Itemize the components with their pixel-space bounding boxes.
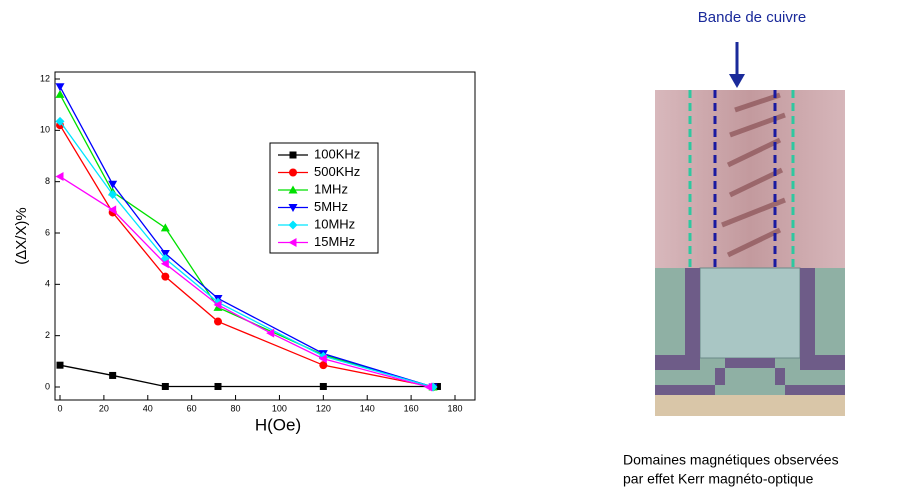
marker — [288, 204, 298, 212]
marker — [424, 382, 433, 392]
x-tick-label: 40 — [143, 403, 153, 413]
marker — [213, 300, 222, 310]
marker — [288, 238, 297, 247]
marker — [288, 185, 298, 194]
marker — [266, 328, 275, 338]
marker — [109, 371, 117, 379]
legend-label: 5MHz — [314, 199, 348, 214]
x-tick-label: 140 — [360, 403, 375, 413]
x-tick-label: 160 — [404, 403, 419, 413]
y-tick-label: 10 — [40, 125, 50, 135]
photo — [655, 90, 845, 416]
caption: Domaines magnétiques observées — [623, 452, 839, 468]
series-line — [59, 124, 434, 388]
marker — [319, 361, 328, 370]
marker — [160, 223, 170, 232]
series-line — [59, 120, 434, 388]
marker — [56, 361, 64, 369]
series-line — [59, 94, 434, 388]
marker — [161, 382, 169, 390]
marker — [289, 151, 297, 159]
marker — [55, 89, 65, 98]
legend-label: 100KHz — [314, 146, 360, 161]
y-tick-label: 4 — [45, 279, 50, 289]
marker — [433, 382, 441, 390]
y-tick-label: 2 — [45, 330, 50, 340]
marker — [214, 382, 222, 390]
y-tick-label: 12 — [40, 73, 50, 83]
legend-label: 500KHz — [314, 164, 360, 179]
marker — [55, 172, 64, 182]
x-tick-label: 120 — [316, 403, 331, 413]
x-tick-label: 180 — [447, 403, 462, 413]
x-tick-label: 80 — [231, 403, 241, 413]
x-tick-label: 0 — [57, 403, 62, 413]
arrow-head — [729, 74, 745, 88]
x-tick-label: 60 — [187, 403, 197, 413]
legend-label: 1MHz — [314, 181, 348, 196]
x-tick-label: 20 — [99, 403, 109, 413]
annotation: Bande de cuivre — [698, 9, 806, 26]
marker — [319, 382, 327, 390]
marker — [289, 168, 297, 177]
marker — [214, 317, 222, 326]
x-tick-label: 100 — [272, 403, 287, 413]
marker — [161, 272, 170, 281]
marker — [160, 250, 170, 259]
y-tick-label: 0 — [45, 381, 50, 391]
marker — [288, 220, 298, 230]
marker — [55, 116, 65, 126]
marker — [318, 354, 327, 364]
plot-frame — [54, 71, 476, 401]
series-line — [59, 86, 434, 388]
legend — [269, 142, 379, 254]
x-axis-label: H(Oe) — [255, 415, 301, 434]
legend-label: 15MHz — [314, 234, 355, 249]
series-line — [59, 364, 438, 388]
marker — [55, 83, 65, 92]
y-tick-label: 8 — [45, 176, 50, 186]
marker — [108, 180, 118, 189]
caption: par effet Kerr magnéto-optique — [623, 471, 814, 487]
marker — [160, 259, 169, 269]
marker — [108, 190, 118, 199]
marker — [108, 205, 117, 215]
y-tick-label: 6 — [45, 227, 50, 237]
y-axis-label: (ΔX/X)% — [13, 207, 30, 265]
legend-label: 10MHz — [314, 216, 355, 231]
